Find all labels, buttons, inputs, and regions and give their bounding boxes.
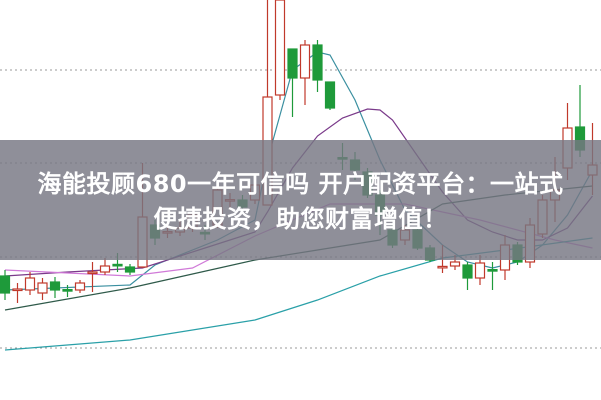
candle-up — [299, 44, 311, 79]
headline-line-2: 便捷投资，助您财富增值！ — [153, 205, 448, 233]
candle-down — [112, 263, 123, 267]
candle-up — [37, 282, 48, 294]
candle-down — [324, 81, 336, 109]
candle-up — [437, 265, 448, 269]
headline-banner — [0, 140, 601, 260]
candle-up — [12, 288, 23, 292]
candle-up — [99, 265, 111, 273]
candle-up — [274, 0, 286, 96]
candle-down — [462, 264, 473, 279]
candle-down — [62, 289, 73, 292]
candle-up — [24, 277, 36, 291]
candle-up — [474, 262, 486, 279]
candle-up — [87, 271, 98, 275]
candle-down — [487, 269, 498, 272]
candle-down — [49, 281, 61, 291]
candle-up — [74, 282, 86, 291]
candle-down — [312, 44, 323, 81]
candle-down — [0, 275, 11, 294]
headline-line-1: 海能投顾680一年可信吗 开户配资平台：一站式 — [37, 170, 564, 198]
candle-down — [124, 266, 136, 273]
candle-down — [287, 48, 298, 79]
candle-up — [449, 261, 461, 267]
